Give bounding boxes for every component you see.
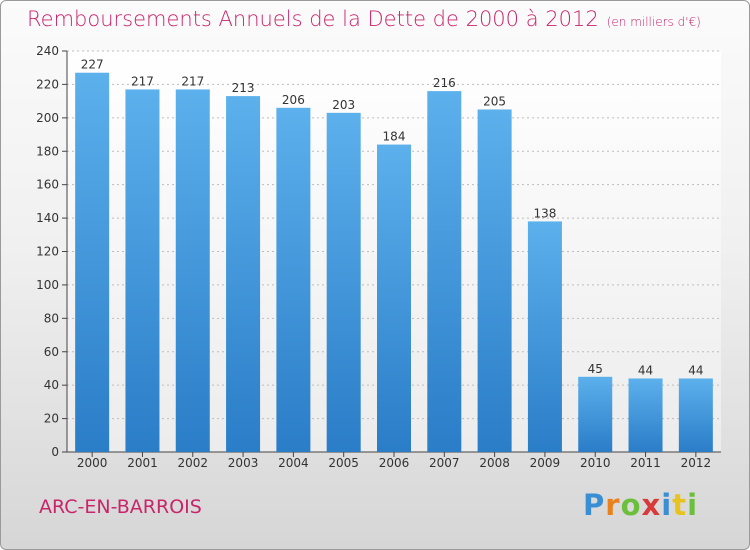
bar-value-label: 44 bbox=[638, 363, 653, 377]
unit-label: (en milliers d'€) bbox=[606, 15, 701, 29]
x-tick-label: 2001 bbox=[127, 456, 158, 470]
bar-value-label: 217 bbox=[131, 74, 154, 88]
y-tick-label: 40 bbox=[44, 378, 59, 392]
y-tick-label: 100 bbox=[36, 278, 59, 292]
bar-value-label: 213 bbox=[232, 81, 255, 95]
bar-value-label: 216 bbox=[433, 76, 456, 90]
bar bbox=[678, 378, 713, 452]
bar bbox=[628, 378, 663, 452]
y-tick-label: 0 bbox=[51, 445, 59, 459]
bar-value-label: 138 bbox=[533, 206, 556, 220]
bar bbox=[276, 107, 311, 452]
commune-name: ARC-EN-BARROIS bbox=[39, 496, 202, 518]
x-tick-label: 2011 bbox=[630, 456, 661, 470]
x-tick-label: 2006 bbox=[379, 456, 410, 470]
logo-letter: r bbox=[605, 488, 621, 522]
chart-title-text: Remboursements Annuels de la Dette de 20… bbox=[27, 7, 599, 31]
x-tick-label: 2008 bbox=[479, 456, 510, 470]
x-tick-label: 2002 bbox=[177, 456, 208, 470]
y-tick-label: 180 bbox=[36, 144, 59, 158]
x-tick-label: 2010 bbox=[580, 456, 611, 470]
bar-value-label: 217 bbox=[181, 74, 204, 88]
logo-letter: i bbox=[687, 488, 699, 522]
bar bbox=[427, 91, 462, 452]
bar bbox=[226, 96, 261, 453]
bar bbox=[578, 376, 613, 452]
bar bbox=[377, 144, 411, 453]
y-tick-label: 80 bbox=[44, 311, 59, 325]
bar-value-label: 203 bbox=[332, 98, 355, 112]
bar-value-label: 206 bbox=[282, 93, 305, 107]
y-tick-label: 60 bbox=[44, 345, 59, 359]
x-tick-label: 2012 bbox=[681, 456, 712, 470]
logo-letter: o bbox=[620, 488, 642, 522]
bar bbox=[326, 112, 361, 452]
chart-title: Remboursements Annuels de la Dette de 20… bbox=[27, 7, 701, 31]
bar bbox=[175, 89, 210, 452]
y-tick-label: 200 bbox=[36, 111, 59, 125]
y-tick-label: 220 bbox=[36, 77, 59, 91]
proxiti-logo: Proxiti bbox=[583, 488, 698, 522]
bar-value-label: 44 bbox=[688, 363, 703, 377]
y-tick-label: 140 bbox=[36, 211, 59, 225]
logo-letter: x bbox=[641, 488, 662, 522]
x-tick-label: 2007 bbox=[429, 456, 460, 470]
y-tick-label: 160 bbox=[36, 178, 59, 192]
y-tick-label: 120 bbox=[36, 245, 59, 259]
bar bbox=[527, 221, 562, 452]
bar-value-label: 184 bbox=[383, 130, 406, 144]
logo-letter: t bbox=[672, 488, 688, 522]
x-tick-label: 2004 bbox=[278, 456, 309, 470]
bar-value-label: 45 bbox=[588, 362, 603, 376]
bar bbox=[125, 89, 160, 452]
x-tick-label: 2003 bbox=[228, 456, 259, 470]
logo-letter: i bbox=[661, 488, 673, 522]
bar-value-label: 205 bbox=[483, 94, 506, 108]
logo-letter: P bbox=[583, 488, 606, 522]
bar bbox=[477, 109, 512, 453]
x-tick-label: 2009 bbox=[530, 456, 561, 470]
bar-value-label: 227 bbox=[81, 58, 104, 72]
x-tick-label: 2000 bbox=[77, 456, 108, 470]
bar bbox=[75, 72, 110, 453]
y-tick-label: 20 bbox=[44, 412, 59, 426]
y-tick-label: 240 bbox=[36, 44, 59, 58]
x-tick-label: 2005 bbox=[328, 456, 359, 470]
